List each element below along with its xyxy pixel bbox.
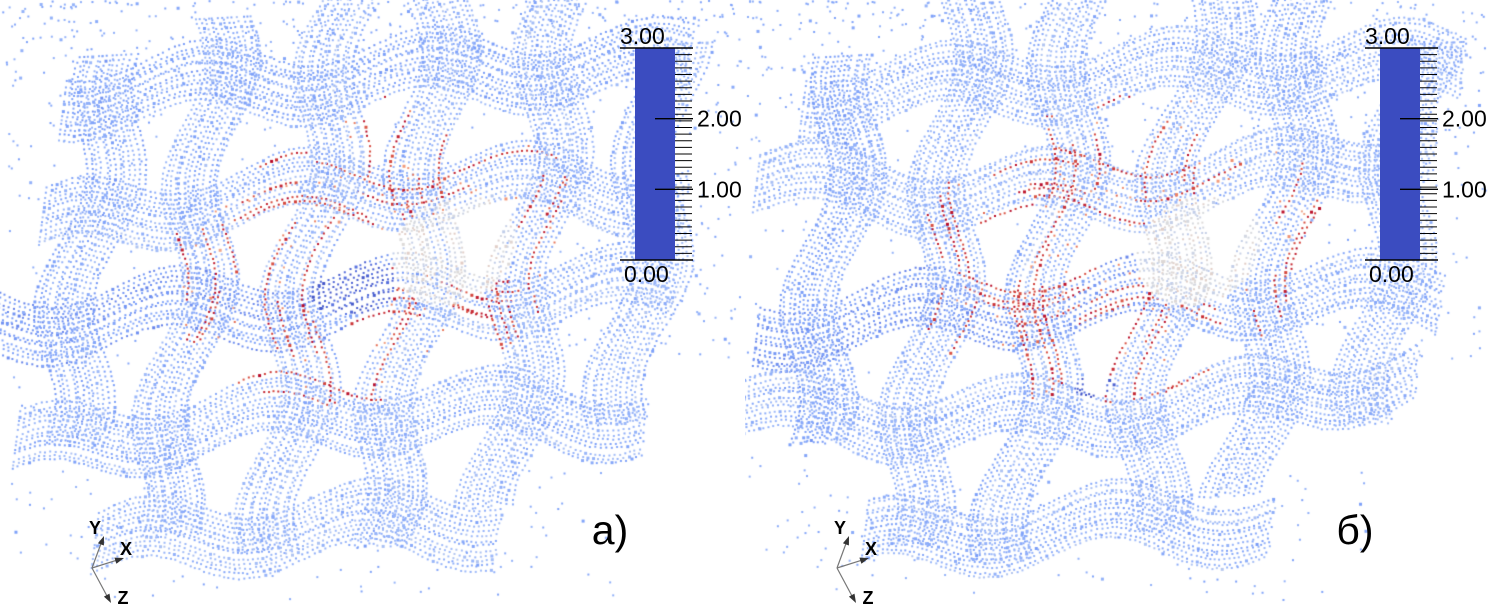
point-cloud-canvas-a	[0, 0, 745, 610]
panel-a: 0.00 1.00 2.00 3.00 Y X Z а)	[0, 0, 745, 610]
axis-arrowheads	[97, 536, 124, 603]
colorbar-tick-label: 3.00	[1365, 23, 1410, 49]
colorbar-tick-label: 0.00	[1369, 261, 1414, 287]
axis-lines	[836, 542, 862, 597]
y-axis-arrow-icon	[842, 536, 849, 546]
axis-lines	[91, 542, 117, 597]
y-axis-label: Y	[89, 518, 101, 538]
colorbar-tick-label: 2.00	[1442, 106, 1487, 132]
colorbar-a: 0.00 1.00 2.00 3.00	[620, 23, 742, 287]
panel-label-a: а)	[591, 507, 629, 553]
z-axis-line	[836, 567, 853, 597]
y-axis-arrow-icon	[97, 536, 104, 546]
x-axis-label: X	[120, 539, 132, 559]
colorbar-tick-label: 1.00	[697, 176, 742, 202]
z-axis-arrow-icon	[103, 593, 111, 603]
z-axis-label: Z	[863, 588, 874, 608]
colorbar-gradient	[1380, 48, 1420, 260]
panel-label-b: б)	[1336, 507, 1374, 553]
colorbar-b: 0.00 1.00 2.00 3.00	[1365, 23, 1487, 287]
colorbar-tick-label: 0.00	[624, 261, 669, 287]
colorbar-tick-label: 3.00	[620, 23, 665, 49]
z-axis-arrow-icon	[848, 593, 856, 603]
x-axis-arrow-icon	[859, 557, 869, 564]
y-axis-line	[836, 542, 847, 569]
axis-triad-a: Y X Z	[89, 518, 132, 608]
colorbar-tick-label: 2.00	[697, 106, 742, 132]
x-axis-arrow-icon	[114, 557, 124, 564]
colorbar-gradient	[635, 48, 675, 260]
axis-arrowheads	[842, 536, 869, 603]
point-cloud-canvas-b	[745, 0, 1490, 610]
y-axis-label: Y	[834, 518, 846, 538]
x-axis-line	[91, 559, 117, 569]
x-axis-label: X	[865, 539, 877, 559]
axis-triad-b: Y X Z	[834, 518, 877, 608]
z-axis-label: Z	[118, 588, 129, 608]
x-axis-line	[836, 559, 862, 569]
z-axis-line	[91, 567, 108, 597]
y-axis-line	[91, 542, 102, 569]
panel-b: 0.00 1.00 2.00 3.00 Y X Z б)	[745, 0, 1490, 610]
colorbar-tick-label: 1.00	[1442, 176, 1487, 202]
